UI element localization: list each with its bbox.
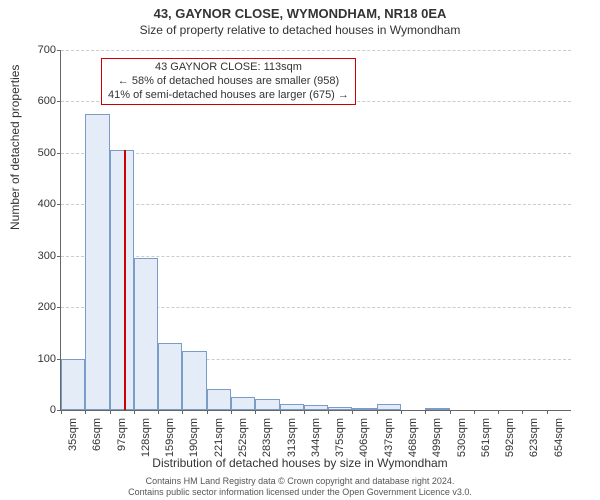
- xtick-mark: [182, 410, 183, 414]
- ytick-label: 400: [26, 198, 56, 210]
- footer-attribution: Contains HM Land Registry data © Crown c…: [0, 476, 600, 498]
- histogram-bar: [61, 359, 85, 410]
- xtick-mark: [158, 410, 159, 414]
- xtick-mark: [474, 410, 475, 414]
- ytick-label: 0: [26, 404, 56, 416]
- ytick-label: 100: [26, 353, 56, 365]
- chart-container: { "header": { "title": "43, GAYNOR CLOSE…: [0, 0, 600, 500]
- ytick-mark: [57, 204, 61, 205]
- x-axis-label: Distribution of detached houses by size …: [0, 456, 600, 470]
- annotation-line-3: 41% of semi-detached houses are larger (…: [108, 89, 349, 103]
- histogram-bar: [85, 114, 109, 410]
- histogram-bar: [280, 404, 304, 410]
- ytick-label: 300: [26, 250, 56, 262]
- xtick-mark: [134, 410, 135, 414]
- ytick-label: 600: [26, 95, 56, 107]
- ytick-label: 500: [26, 147, 56, 159]
- xtick-mark: [328, 410, 329, 414]
- ytick-label: 700: [26, 44, 56, 56]
- xtick-mark: [110, 410, 111, 414]
- xtick-mark: [352, 410, 353, 414]
- histogram-bar: [158, 343, 182, 410]
- xtick-mark: [61, 410, 62, 414]
- ytick-mark: [57, 50, 61, 51]
- histogram-bar: [231, 397, 255, 410]
- xtick-mark: [498, 410, 499, 414]
- footer-line-1: Contains HM Land Registry data © Crown c…: [0, 476, 600, 487]
- histogram-bar: [328, 407, 352, 410]
- xtick-mark: [207, 410, 208, 414]
- gridline: [61, 153, 571, 154]
- histogram-bar: [304, 405, 328, 410]
- xtick-mark: [547, 410, 548, 414]
- histogram-bar: [134, 258, 158, 410]
- xtick-mark: [255, 410, 256, 414]
- xtick-mark: [450, 410, 451, 414]
- plot-area: 43 GAYNOR CLOSE: 113sqm ← 58% of detache…: [60, 50, 571, 411]
- annotation-box: 43 GAYNOR CLOSE: 113sqm ← 58% of detache…: [101, 58, 356, 105]
- chart-subtitle: Size of property relative to detached ho…: [0, 21, 600, 37]
- y-axis-label: Number of detached properties: [8, 65, 22, 230]
- xtick-mark: [304, 410, 305, 414]
- annotation-line-1: 43 GAYNOR CLOSE: 113sqm: [108, 61, 349, 75]
- ytick-mark: [57, 307, 61, 308]
- xtick-mark: [85, 410, 86, 414]
- ytick-mark: [57, 256, 61, 257]
- xtick-mark: [231, 410, 232, 414]
- histogram-bar: [182, 351, 206, 410]
- histogram-bar: [207, 389, 231, 410]
- ytick-label: 200: [26, 301, 56, 313]
- ytick-mark: [57, 153, 61, 154]
- histogram-bar: [352, 408, 376, 410]
- ytick-mark: [57, 101, 61, 102]
- property-marker-line: [124, 150, 126, 410]
- xtick-mark: [377, 410, 378, 414]
- gridline: [61, 204, 571, 205]
- chart-title: 43, GAYNOR CLOSE, WYMONDHAM, NR18 0EA: [0, 0, 600, 21]
- xtick-mark: [425, 410, 426, 414]
- gridline: [61, 50, 571, 51]
- xtick-mark: [522, 410, 523, 414]
- gridline: [61, 256, 571, 257]
- histogram-bar: [110, 150, 134, 410]
- annotation-line-2: ← 58% of detached houses are smaller (95…: [108, 75, 349, 89]
- xtick-mark: [280, 410, 281, 414]
- histogram-bar: [377, 404, 401, 410]
- xtick-mark: [401, 410, 402, 414]
- histogram-bar: [425, 408, 449, 410]
- footer-line-2: Contains public sector information licen…: [0, 487, 600, 498]
- histogram-bar: [255, 399, 279, 410]
